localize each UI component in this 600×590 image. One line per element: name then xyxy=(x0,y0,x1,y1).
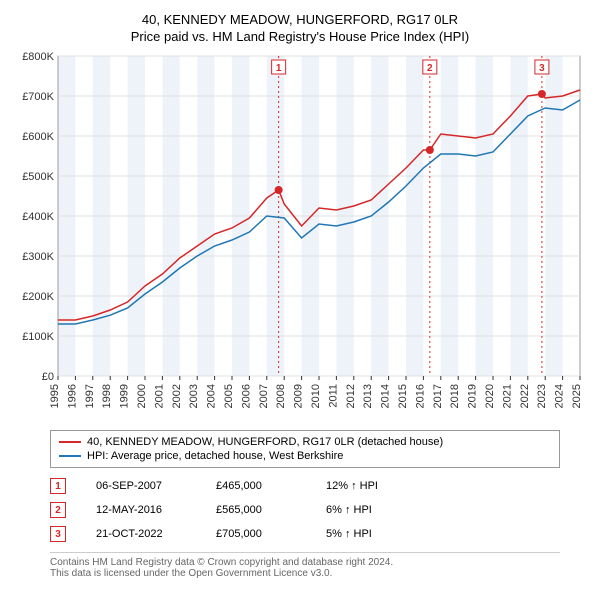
svg-text:2007: 2007 xyxy=(258,384,270,408)
event-row: 3 21-OCT-2022 £705,000 5% ↑ HPI xyxy=(50,522,590,546)
attribution: Contains HM Land Registry data © Crown c… xyxy=(50,552,560,579)
svg-text:2024: 2024 xyxy=(554,384,566,408)
svg-text:2015: 2015 xyxy=(397,384,409,408)
event-marker: 2 xyxy=(50,502,66,518)
svg-text:2018: 2018 xyxy=(449,384,461,408)
svg-text:2013: 2013 xyxy=(362,384,374,408)
title-line2: Price paid vs. HM Land Registry's House … xyxy=(10,29,590,44)
svg-text:2017: 2017 xyxy=(432,384,444,408)
svg-text:£400K: £400K xyxy=(22,211,54,223)
event-date: 06-SEP-2007 xyxy=(96,480,186,492)
event-price: £565,000 xyxy=(216,504,296,516)
svg-text:2009: 2009 xyxy=(293,384,305,408)
svg-text:2020: 2020 xyxy=(484,384,496,408)
legend-label: 40, KENNEDY MEADOW, HUNGERFORD, RG17 0LR… xyxy=(87,436,443,448)
svg-text:2016: 2016 xyxy=(414,384,426,408)
svg-text:2023: 2023 xyxy=(536,384,548,408)
svg-text:£300K: £300K xyxy=(22,251,54,263)
svg-text:2012: 2012 xyxy=(345,384,357,408)
legend-swatch xyxy=(59,455,81,457)
legend-item: HPI: Average price, detached house, West… xyxy=(59,449,551,463)
svg-text:1: 1 xyxy=(276,63,282,74)
svg-text:2011: 2011 xyxy=(327,384,339,408)
svg-text:2025: 2025 xyxy=(571,384,583,408)
svg-text:£700K: £700K xyxy=(22,91,54,103)
event-marker: 3 xyxy=(50,526,66,542)
svg-text:2019: 2019 xyxy=(467,384,479,408)
event-hpi: 5% ↑ HPI xyxy=(326,528,416,540)
svg-text:2001: 2001 xyxy=(153,384,165,408)
svg-text:2000: 2000 xyxy=(136,384,148,408)
svg-text:1996: 1996 xyxy=(66,384,78,408)
svg-text:2014: 2014 xyxy=(380,384,392,408)
svg-text:2006: 2006 xyxy=(240,384,252,408)
svg-text:£600K: £600K xyxy=(22,131,54,143)
line-chart: £0 £100K £200K £300K £400K £500K £600K £700K £80… xyxy=(10,46,590,426)
svg-text:£200K: £200K xyxy=(22,291,54,303)
svg-text:£500K: £500K xyxy=(22,171,54,183)
title-line1: 40, KENNEDY MEADOW, HUNGERFORD, RG17 0LR xyxy=(10,12,590,27)
event-date: 21-OCT-2022 xyxy=(96,528,186,540)
svg-text:£0: £0 xyxy=(42,371,54,383)
svg-text:2021: 2021 xyxy=(501,384,513,408)
event-price: £465,000 xyxy=(216,480,296,492)
svg-text:£800K: £800K xyxy=(22,51,54,63)
svg-text:2010: 2010 xyxy=(310,384,322,408)
chart-container: £0 £100K £200K £300K £400K £500K £600K £700K £80… xyxy=(10,46,590,426)
event-row: 2 12-MAY-2016 £565,000 6% ↑ HPI xyxy=(50,498,590,522)
svg-text:1998: 1998 xyxy=(101,384,113,408)
event-hpi: 12% ↑ HPI xyxy=(326,480,416,492)
svg-text:1999: 1999 xyxy=(119,384,131,408)
event-hpi: 6% ↑ HPI xyxy=(326,504,416,516)
legend-swatch xyxy=(59,441,81,443)
svg-text:3: 3 xyxy=(539,63,545,74)
svg-text:£100K: £100K xyxy=(22,331,54,343)
event-marker: 1 xyxy=(50,478,66,494)
svg-text:2022: 2022 xyxy=(519,384,531,408)
footer-line: This data is licensed under the Open Gov… xyxy=(50,568,560,579)
event-row: 1 06-SEP-2007 £465,000 12% ↑ HPI xyxy=(50,474,590,498)
legend-item: 40, KENNEDY MEADOW, HUNGERFORD, RG17 0LR… xyxy=(59,435,551,449)
svg-text:2003: 2003 xyxy=(188,384,200,408)
event-date: 12-MAY-2016 xyxy=(96,504,186,516)
svg-text:2002: 2002 xyxy=(171,384,183,408)
svg-text:2004: 2004 xyxy=(206,384,218,408)
legend-label: HPI: Average price, detached house, West… xyxy=(87,450,343,462)
svg-text:2: 2 xyxy=(427,63,433,74)
svg-text:1997: 1997 xyxy=(84,384,96,408)
footer-line: Contains HM Land Registry data © Crown c… xyxy=(50,557,560,568)
event-price: £705,000 xyxy=(216,528,296,540)
svg-text:1995: 1995 xyxy=(49,384,61,408)
legend: 40, KENNEDY MEADOW, HUNGERFORD, RG17 0LR… xyxy=(50,430,560,468)
svg-text:2005: 2005 xyxy=(223,384,235,408)
event-list: 1 06-SEP-2007 £465,000 12% ↑ HPI 2 12-MAY-201… xyxy=(50,474,590,546)
svg-text:2008: 2008 xyxy=(275,384,287,408)
